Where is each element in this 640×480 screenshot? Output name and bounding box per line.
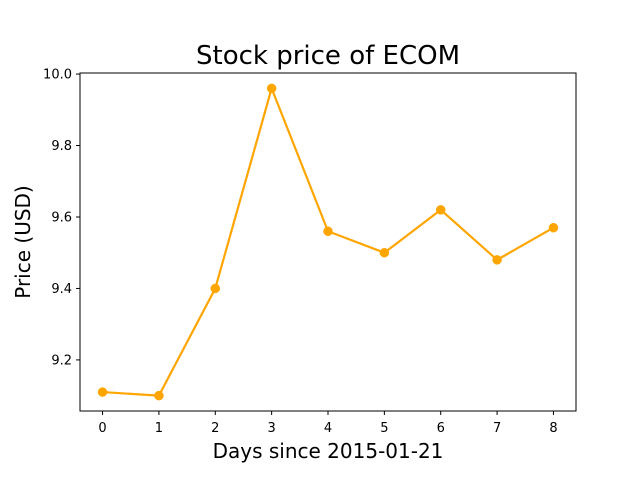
series-layer	[97, 83, 559, 401]
x-tick-label: 4	[324, 421, 332, 436]
plot-area-frame	[79, 72, 577, 412]
y-tick-label: 9.8	[51, 139, 72, 154]
x-tick-label: 8	[549, 421, 557, 436]
y-tick-label: 9.2	[51, 353, 72, 368]
x-tick-label: 0	[98, 421, 106, 436]
x-axis-label: Days since 2015-01-21	[213, 439, 444, 463]
y-tick-label: 9.6	[51, 210, 72, 225]
x-tick-label: 5	[380, 421, 388, 436]
data-point	[266, 83, 277, 94]
x-tick-label: 1	[155, 421, 163, 436]
y-tick-label: 10.0	[43, 68, 72, 83]
x-axis-ticks: 0 1 2 3 4 5 6 7 8	[98, 411, 558, 436]
data-point	[492, 255, 502, 265]
x-tick-label: 6	[437, 421, 445, 436]
x-tick-label: 7	[493, 421, 501, 436]
y-tick-label: 9.4	[51, 282, 72, 297]
y-axis-label: Price (USD)	[11, 185, 35, 299]
data-point	[154, 390, 164, 401]
data-point	[323, 226, 333, 237]
data-point	[210, 283, 221, 294]
x-tick-label: 2	[211, 421, 219, 436]
data-point	[548, 222, 559, 233]
y-axis-ticks: 9.2 9.4 9.6 9.8 10.0	[43, 68, 80, 368]
data-point	[97, 387, 108, 397]
data-point	[379, 247, 390, 258]
data-point	[435, 205, 446, 215]
chart-title: Stock price of ECOM	[196, 41, 460, 71]
x-tick-label: 3	[267, 421, 275, 436]
